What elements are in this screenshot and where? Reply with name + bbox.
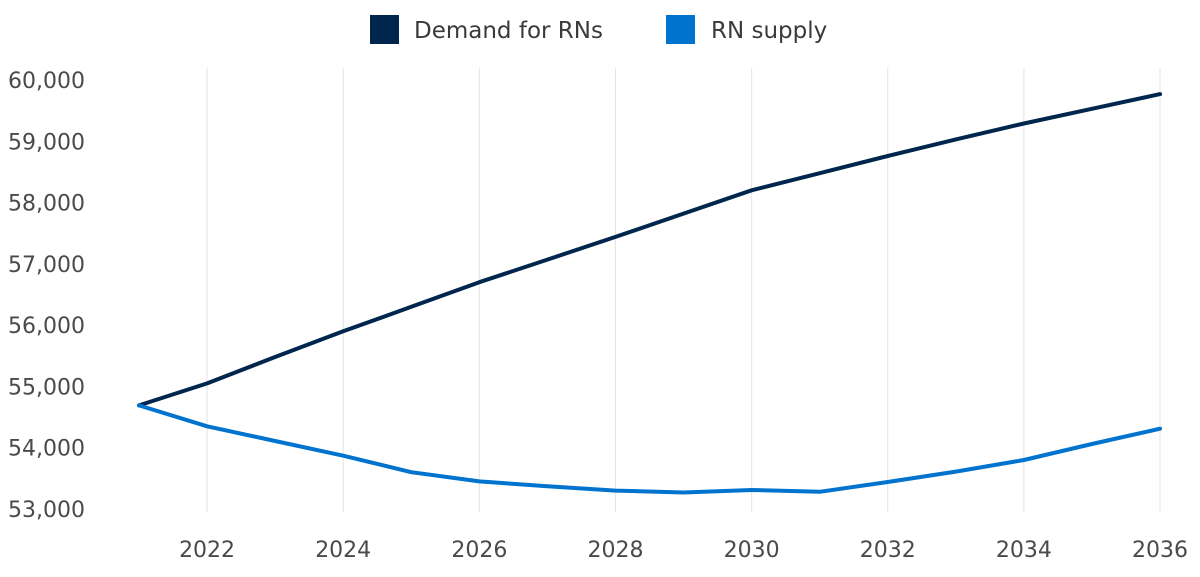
y-tick-label: 57,000	[8, 253, 85, 278]
series-line-supply	[137, 403, 1162, 495]
x-tick-label: 2032	[860, 538, 916, 563]
x-axis-ticks: 2022 2024 2026 2028 2030 2032 2034 2036	[179, 538, 1188, 563]
legend-label-supply: RN supply	[711, 18, 827, 44]
series-line-demand	[137, 92, 1162, 408]
legend: Demand for RNs RN supply	[370, 15, 827, 44]
legend-label-demand: Demand for RNs	[414, 18, 603, 44]
series-lines	[137, 92, 1162, 495]
y-tick-label: 60,000	[8, 69, 85, 94]
y-tick-label: 55,000	[8, 375, 85, 400]
x-tick-label: 2028	[587, 538, 643, 563]
y-tick-label: 56,000	[8, 314, 85, 339]
y-axis-ticks: 53,000 54,000 55,000 56,000 57,000 58,000 59,0…	[8, 69, 85, 523]
x-tick-label: 2036	[1132, 538, 1188, 563]
x-tick-label: 2022	[179, 538, 235, 563]
legend-swatch-supply	[666, 15, 695, 44]
x-tick-label: 2034	[996, 538, 1052, 563]
y-tick-label: 54,000	[8, 437, 85, 462]
legend-swatch-demand	[370, 15, 399, 44]
x-tick-label: 2030	[724, 538, 780, 563]
x-tick-label: 2026	[451, 538, 507, 563]
x-tick-label: 2024	[315, 538, 371, 563]
y-tick-label: 58,000	[8, 192, 85, 217]
y-tick-label: 53,000	[8, 498, 85, 523]
y-tick-label: 59,000	[8, 130, 85, 155]
gridlines	[206, 68, 1161, 512]
